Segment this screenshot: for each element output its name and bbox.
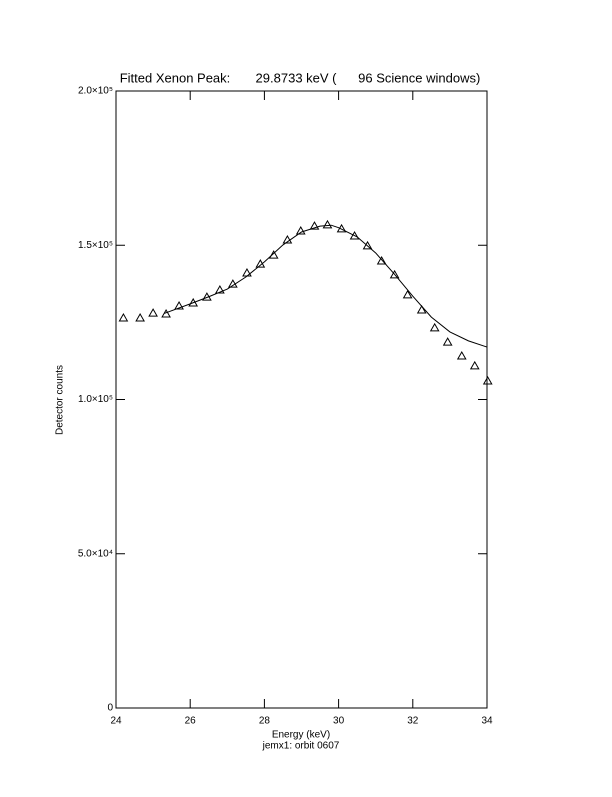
data-point xyxy=(242,268,252,277)
y-tick-label: 2.0×10⁵ xyxy=(78,86,113,97)
x-tick-label: 24 xyxy=(110,716,122,727)
data-point xyxy=(402,289,413,299)
data-point xyxy=(309,221,320,230)
y-tick-label: 1.0×10⁵ xyxy=(78,394,113,405)
data-point xyxy=(268,250,279,259)
x-tick-label: 26 xyxy=(185,716,197,727)
data-point xyxy=(482,375,493,385)
data-point xyxy=(148,308,158,317)
data-point xyxy=(469,360,480,370)
data-point xyxy=(429,322,440,332)
y-tick-label: 0 xyxy=(107,703,113,714)
data-point xyxy=(416,305,427,314)
data-point xyxy=(118,313,129,322)
data-point xyxy=(389,269,400,279)
data-point xyxy=(349,230,360,240)
data-point xyxy=(442,337,453,346)
y-tick-label: 1.5×10⁵ xyxy=(78,240,113,251)
data-point xyxy=(215,284,225,294)
x-tick-label: 30 xyxy=(333,716,345,727)
x-tick-label: 28 xyxy=(259,716,271,727)
data-point xyxy=(135,313,145,322)
x-axis-label: Energy (keV) xyxy=(272,730,330,741)
chart-title: Fitted Xenon Peak: 29.8733 keV ( 96 Scie… xyxy=(120,70,481,85)
plot-frame xyxy=(115,90,488,709)
subtitle: jemx1: orbit 0607 xyxy=(262,741,340,752)
x-tick-label: 34 xyxy=(481,716,493,727)
data-point xyxy=(456,350,467,360)
data-point xyxy=(362,240,373,250)
data-point xyxy=(295,226,306,235)
data-point xyxy=(161,309,171,318)
y-tick-label: 5.0×10⁴ xyxy=(78,548,113,559)
data-point xyxy=(282,234,293,244)
data-point xyxy=(322,219,333,229)
y-axis-label: Detector counts xyxy=(55,365,66,435)
x-tick-label: 32 xyxy=(407,716,419,727)
data-point xyxy=(376,255,387,265)
fit-line xyxy=(164,224,488,348)
data-point xyxy=(174,301,184,310)
